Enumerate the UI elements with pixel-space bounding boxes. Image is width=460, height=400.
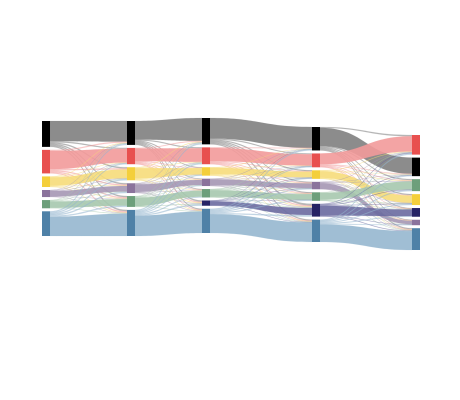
nodes-layer <box>42 118 420 250</box>
node-yellow-stage-3 <box>202 167 210 176</box>
flow-red-to-red-stage-1 <box>49 148 128 170</box>
flows-layer <box>49 117 413 251</box>
node-red-stage-5 <box>412 135 420 155</box>
flow-blue-to-green-stage-4 <box>319 189 413 223</box>
flow-blue-to-black-stage-2 <box>134 143 203 212</box>
node-black-stage-2 <box>127 121 135 145</box>
node-green-stage-2 <box>127 196 135 207</box>
node-blue-stage-5 <box>412 228 420 250</box>
flow-blue-to-yellow-stage-1 <box>49 178 128 215</box>
node-purple-stage-4 <box>312 181 320 190</box>
node-green-stage-3 <box>202 189 210 198</box>
node-black-stage-3 <box>202 118 210 145</box>
flow-blue-to-purple-stage-3 <box>209 188 313 213</box>
flow-blue-to-red-stage-3 <box>209 166 313 211</box>
flow-blue-to-blue-stage-3 <box>209 213 313 243</box>
node-green-stage-1 <box>42 200 50 209</box>
flow-blue-to-black-stage-3 <box>209 149 313 210</box>
node-purple-stage-5 <box>412 219 420 226</box>
node-yellow-stage-2 <box>127 167 135 181</box>
node-yellow-stage-4 <box>312 170 320 179</box>
node-red-stage-2 <box>127 147 135 165</box>
flow-blue-to-blue-stage-1 <box>49 213 128 237</box>
node-purple-stage-3 <box>202 178 210 187</box>
node-black-stage-4 <box>312 127 320 151</box>
flow-blue-to-navy-stage-4 <box>319 216 413 224</box>
node-blue-stage-1 <box>42 211 50 236</box>
node-purple-stage-1 <box>42 190 50 198</box>
node-red-stage-3 <box>202 147 210 165</box>
node-navy-stage-4 <box>312 203 320 217</box>
node-black-stage-1 <box>42 121 50 147</box>
node-navy-stage-3 <box>202 200 210 206</box>
node-red-stage-1 <box>42 149 50 174</box>
node-yellow-stage-1 <box>42 176 50 187</box>
node-blue-stage-2 <box>127 209 135 236</box>
flow-black-to-red-stage-4 <box>319 126 413 137</box>
node-green-stage-4 <box>312 192 320 201</box>
node-red-stage-4 <box>312 153 320 168</box>
node-green-stage-5 <box>412 179 420 192</box>
flow-blue-to-red-stage-4 <box>319 153 413 221</box>
node-purple-stage-2 <box>127 183 135 194</box>
flow-black-to-black-stage-1 <box>49 120 128 142</box>
flow-black-to-black-stage-2 <box>134 117 203 142</box>
node-yellow-stage-5 <box>412 194 420 206</box>
node-black-stage-5 <box>412 157 420 177</box>
flow-blue-to-yellow-stage-4 <box>319 203 413 224</box>
node-blue-stage-3 <box>202 208 210 233</box>
flow-yellow-to-purple-stage-1 <box>49 185 128 187</box>
node-blue-stage-4 <box>312 219 320 242</box>
node-navy-stage-5 <box>412 208 420 217</box>
